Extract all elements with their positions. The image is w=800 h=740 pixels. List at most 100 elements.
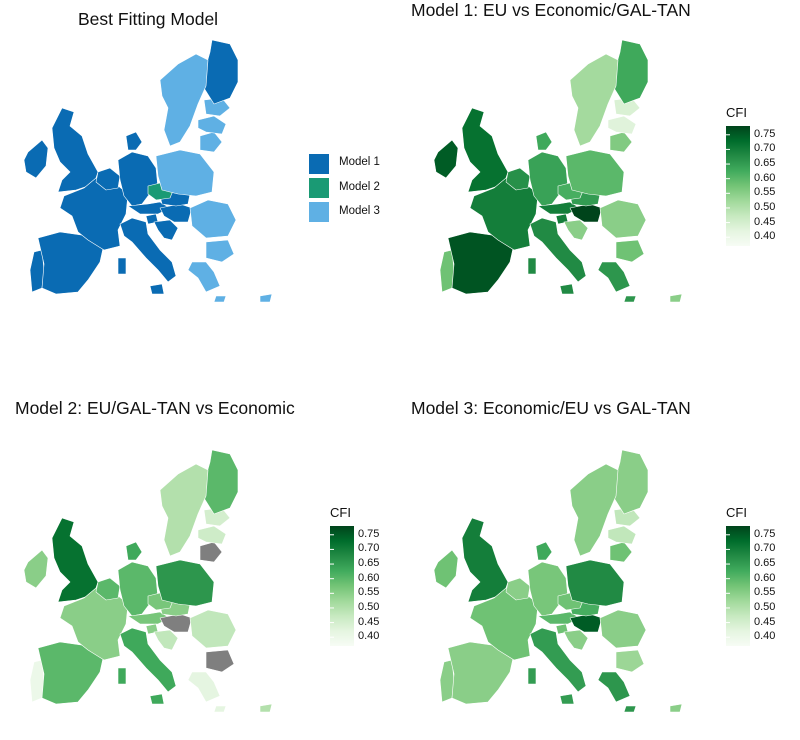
- legend-tick-label: 0.50: [754, 200, 776, 213]
- country-dk: [535, 131, 553, 151]
- country-se: [159, 463, 209, 557]
- country-bg: [615, 239, 645, 263]
- country-ro: [599, 199, 647, 239]
- country-lv: [607, 525, 637, 545]
- legend-tick-label: 0.60: [754, 571, 776, 584]
- legend-tick-label: 0.40: [358, 630, 380, 643]
- country-lt: [199, 131, 223, 153]
- country-es: [447, 231, 515, 295]
- country-gr: [597, 671, 637, 713]
- legend-tick-label: 0.65: [754, 157, 776, 170]
- europe-map: [433, 39, 683, 303]
- color-bar: [330, 526, 354, 646]
- countries: [23, 39, 273, 303]
- legend-tick-label: 0.40: [754, 630, 776, 643]
- country-lv: [607, 115, 637, 135]
- country-gr: [597, 261, 637, 303]
- country-lt: [609, 541, 633, 563]
- color-bar-gradient: [330, 526, 354, 646]
- country-lt: [609, 131, 633, 153]
- panel-title: Model 2: EU/GAL-TAN vs Economic: [15, 398, 295, 418]
- country-lv: [197, 115, 227, 135]
- legend-tick-label: 0.50: [358, 600, 380, 613]
- countries: [433, 39, 683, 303]
- country-hr: [563, 219, 589, 241]
- legend-tick-label: 0.60: [358, 571, 380, 584]
- country-es: [37, 231, 105, 295]
- legend-tick-label: 0.40: [754, 230, 776, 243]
- country-ie: [23, 139, 49, 179]
- europe-map: [23, 39, 273, 303]
- country-es: [447, 641, 515, 705]
- legend-title: CFI: [726, 505, 747, 520]
- country-benelux: [95, 167, 121, 191]
- country-benelux: [95, 577, 121, 601]
- legend-tick-label: 0.70: [754, 142, 776, 155]
- legend-key-model-1: [309, 154, 329, 174]
- country-it: [527, 627, 587, 705]
- country-benelux: [505, 577, 531, 601]
- country-se: [159, 53, 209, 147]
- legend-label-model-2: Model 2: [339, 181, 380, 193]
- europe-map: [23, 449, 273, 713]
- country-it: [117, 217, 177, 295]
- europe-map: [433, 449, 683, 713]
- country-se: [569, 53, 619, 147]
- legend-tick-label: 0.60: [754, 171, 776, 184]
- country-se: [569, 463, 619, 557]
- country-pl: [565, 149, 625, 197]
- country-cy: [669, 293, 683, 303]
- panel-model-3: Model 3: Economic/EU vs GAL-TAN CFI 0.75…: [400, 370, 800, 740]
- country-gr: [187, 671, 227, 713]
- legend-tick-label: 0.65: [358, 557, 380, 570]
- color-bar: [726, 126, 750, 246]
- legend-tick-label: 0.55: [754, 186, 776, 199]
- panel-title: Best Fitting Model: [78, 9, 219, 29]
- country-bg: [205, 649, 235, 673]
- country-cy: [259, 293, 273, 303]
- legend-tick-label: 0.55: [358, 586, 380, 599]
- legend-tick-label: 0.75: [754, 527, 776, 540]
- country-bg: [615, 649, 645, 673]
- panel-title: Model 3: Economic/EU vs GAL-TAN: [411, 398, 691, 418]
- legend-title: CFI: [726, 105, 747, 120]
- country-es: [37, 641, 105, 705]
- country-ie: [23, 549, 49, 589]
- country-benelux: [505, 167, 531, 191]
- legend-tick-label: 0.45: [358, 615, 380, 628]
- country-pl: [565, 559, 625, 607]
- legend-tick-label: 0.75: [754, 127, 776, 140]
- country-cy: [259, 703, 273, 713]
- country-ro: [189, 609, 237, 649]
- country-dk: [125, 541, 143, 561]
- country-lv: [197, 525, 227, 545]
- legend-tick-label: 0.45: [754, 615, 776, 628]
- legend-label-model-3: Model 3: [339, 205, 380, 217]
- legend-tick-label: 0.50: [754, 600, 776, 613]
- country-it: [527, 217, 587, 295]
- color-bar-gradient: [726, 526, 750, 646]
- country-ro: [599, 609, 647, 649]
- panel-best-fitting-model: Best Fitting Model Model 1 Model 2 Model…: [0, 0, 400, 370]
- legend-tick-label: 0.70: [358, 542, 380, 555]
- country-hr: [563, 629, 589, 651]
- legend-tick-label: 0.65: [754, 557, 776, 570]
- country-fi: [203, 449, 239, 515]
- country-uk: [51, 517, 99, 603]
- country-fi: [613, 449, 649, 515]
- country-pl: [155, 559, 215, 607]
- panel-model-2: Model 2: EU/GAL-TAN vs Economic CFI 0.75…: [0, 370, 400, 740]
- panel-title: Model 1: EU vs Economic/GAL-TAN: [411, 0, 691, 20]
- country-ie: [433, 139, 459, 179]
- country-dk: [125, 131, 143, 151]
- legend-key-model-3: [309, 202, 329, 222]
- legend-tick-label: 0.55: [754, 586, 776, 599]
- country-ie: [433, 549, 459, 589]
- legend-key-model-2: [309, 178, 329, 198]
- country-it: [117, 627, 177, 705]
- country-hr: [153, 629, 179, 651]
- country-pl: [155, 149, 215, 197]
- countries: [23, 449, 273, 713]
- countries: [433, 449, 683, 713]
- country-cy: [669, 703, 683, 713]
